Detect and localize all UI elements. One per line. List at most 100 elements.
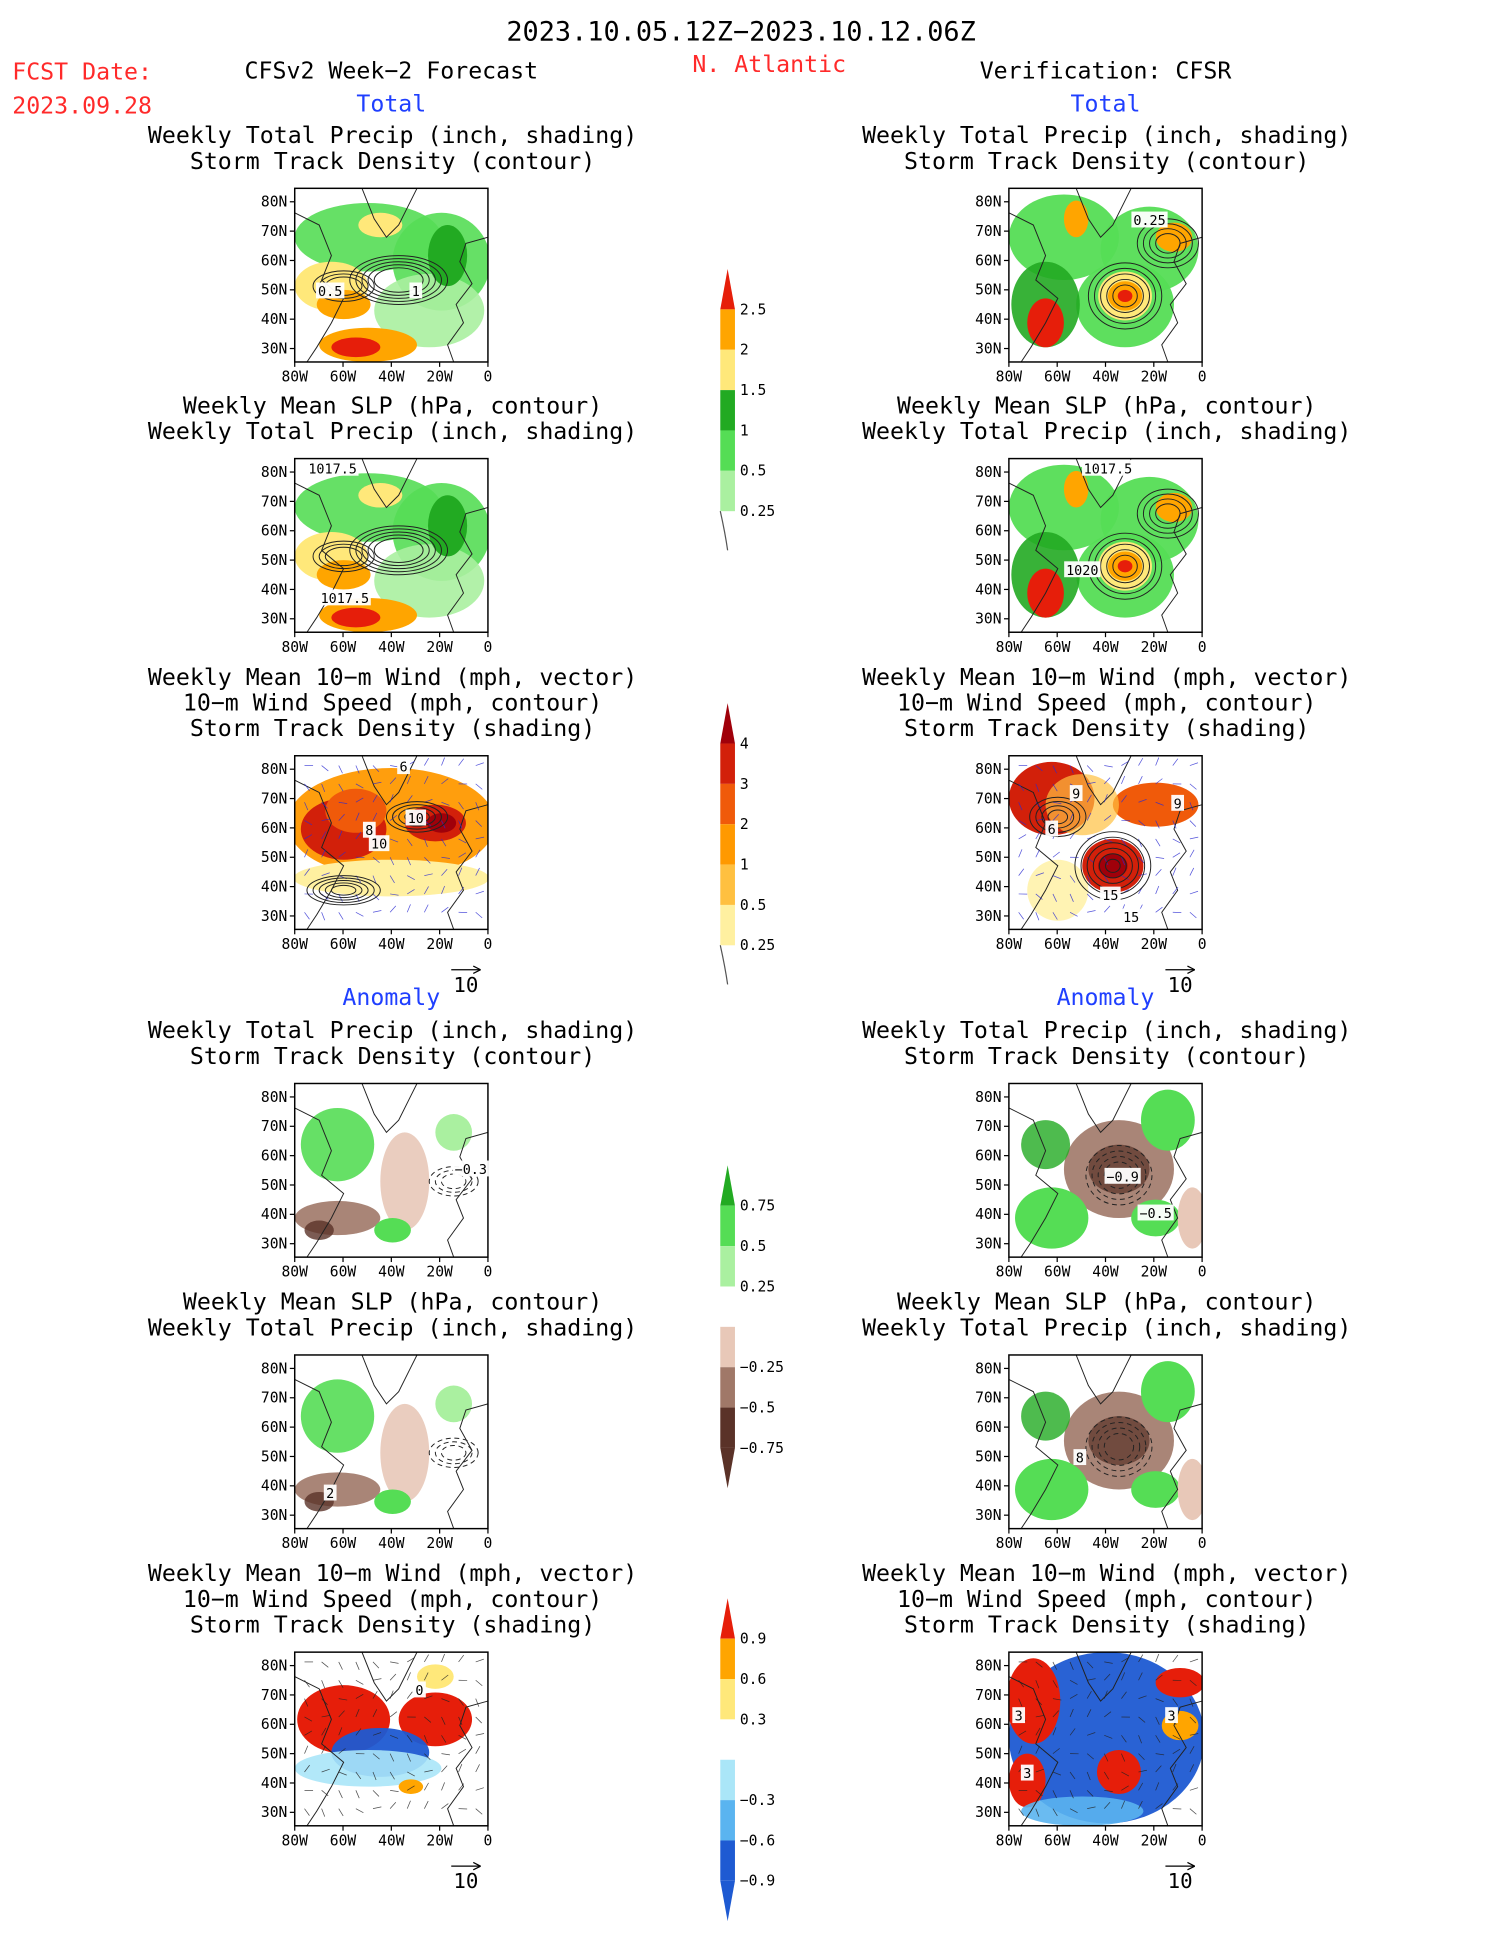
panel-title-line: Weekly Mean SLP (hPa, contour) [183, 1289, 602, 1316]
contour-label: 6 [1048, 823, 1056, 838]
panel-title-line: Weekly Mean 10−m Wind (mph, vector) [148, 1560, 637, 1587]
lon-tick-label: 20W [1141, 639, 1168, 656]
lat-tick-label: 70N [975, 790, 1001, 807]
lat-tick-label: 70N [975, 493, 1001, 510]
lat-tick-label: 60N [975, 820, 1001, 837]
verification-column-title: Verification: CFSR [980, 57, 1232, 84]
contour-label: 0.25 [1133, 214, 1165, 229]
lat-tick-label: 30N [975, 340, 1001, 357]
colorbar-tick-label: 0.5 [740, 463, 766, 480]
map-field [295, 1355, 488, 1529]
colorbar-tick-label: 0.5 [740, 897, 766, 914]
panel-title-line: Weekly Total Precip (inch, shading) [862, 1017, 1351, 1044]
lat-tick-label: 80N [975, 1657, 1001, 1674]
lon-tick-label: 80W [996, 1535, 1023, 1552]
lat-tick-label: 70N [261, 1118, 287, 1135]
lon-tick-label: 40W [378, 936, 405, 953]
lon-tick-label: 20W [426, 1832, 453, 1849]
lat-tick-label: 60N [975, 1716, 1001, 1733]
colorbar-tick-label: 0.25 [740, 503, 775, 520]
colorbar-tick-label: −0.6 [740, 1832, 775, 1849]
lon-tick-label: 60W [330, 1832, 357, 1849]
lat-tick-label: 30N [261, 1804, 287, 1821]
lat-tick-label: 80N [975, 464, 1001, 481]
lat-tick-label: 30N [975, 1804, 1001, 1821]
lon-tick-label: 80W [281, 1832, 308, 1849]
lon-tick-label: 60W [1044, 1535, 1071, 1552]
lon-tick-label: 40W [1092, 1264, 1119, 1281]
colorbar-tick-label: 0.6 [740, 1671, 766, 1688]
lat-tick-label: 70N [975, 1118, 1001, 1135]
map-panel-f-total-wind: Weekly Mean 10−m Wind (mph, vector)10−m … [148, 664, 637, 997]
verification-anomaly-label: Anomaly [1057, 984, 1155, 1011]
contour-label: 9 [1072, 788, 1080, 803]
lat-tick-label: 50N [261, 552, 287, 569]
lat-tick-label: 70N [261, 493, 287, 510]
lat-tick-label: 80N [261, 1089, 287, 1106]
lat-tick-label: 50N [261, 282, 287, 299]
panel-title-line: Storm Track Density (shading) [904, 1612, 1309, 1639]
contour-label: 10 [408, 812, 424, 827]
contour-label: 1 [412, 285, 420, 300]
lat-tick-label: 60N [975, 1419, 1001, 1436]
contour-label: 0 [415, 1684, 423, 1699]
panel-title-line: Storm Track Density (shading) [190, 1612, 595, 1639]
lat-tick-label: 40N [975, 581, 1001, 598]
lon-tick-label: 0 [484, 1832, 493, 1849]
lat-tick-label: 40N [975, 1206, 1001, 1223]
panel-title-line: Weekly Mean 10−m Wind (mph, vector) [862, 1560, 1351, 1587]
lat-tick-label: 40N [261, 311, 287, 328]
map-panel-f-anom-slp: Weekly Mean SLP (hPa, contour)Weekly Tot… [148, 1289, 637, 1552]
fcst-date-value: 2023.09.28 [12, 93, 152, 120]
panel-title-line: Storm Track Density (contour) [904, 1043, 1309, 1070]
lon-tick-label: 40W [1092, 639, 1119, 656]
lon-tick-label: 40W [1092, 936, 1119, 953]
lat-tick-label: 60N [261, 1716, 287, 1733]
lon-tick-label: 40W [378, 1535, 405, 1552]
lat-tick-label: 80N [261, 194, 287, 211]
lat-tick-label: 80N [975, 194, 1001, 211]
colorbar-tick-label: 2 [740, 816, 749, 833]
lon-tick-label: 80W [996, 936, 1023, 953]
lat-tick-label: 60N [261, 820, 287, 837]
lon-tick-label: 60W [1044, 1832, 1071, 1849]
lat-tick-label: 80N [975, 761, 1001, 778]
lon-tick-label: 60W [1044, 369, 1071, 386]
lon-tick-label: 20W [1141, 936, 1168, 953]
lon-tick-label: 20W [1141, 1264, 1168, 1281]
colorbar-tick-label: 0.25 [740, 1278, 775, 1295]
lon-tick-label: 40W [1092, 1535, 1119, 1552]
lat-tick-label: 70N [261, 223, 287, 240]
colorbar-tick-label: 0.25 [740, 937, 775, 954]
lat-tick-label: 30N [975, 908, 1001, 925]
lat-tick-label: 30N [261, 1236, 287, 1253]
lon-tick-label: 20W [426, 369, 453, 386]
lat-tick-label: 80N [261, 761, 287, 778]
forecast-total-label: Total [356, 90, 426, 117]
lon-tick-label: 60W [330, 369, 357, 386]
lon-tick-label: 60W [1044, 639, 1071, 656]
colorbar-tick-label: 0.9 [740, 1631, 766, 1648]
lat-tick-label: 70N [261, 1390, 287, 1407]
colorbar-tick-label: −0.9 [740, 1873, 775, 1890]
lon-tick-label: 20W [426, 1535, 453, 1552]
lat-tick-label: 40N [261, 878, 287, 895]
colorbars: 2.521.510.50.2543210.50.250.750.50.25−0.… [720, 269, 784, 1921]
contour-label: 2 [326, 1487, 334, 1502]
lat-tick-label: 40N [261, 1206, 287, 1223]
panel-title-line: Weekly Total Precip (inch, shading) [148, 122, 637, 149]
lat-tick-label: 50N [975, 1746, 1001, 1763]
lat-tick-label: 50N [261, 1746, 287, 1763]
lat-tick-label: 50N [975, 552, 1001, 569]
panel-title-line: 10−m Wind Speed (mph, contour) [897, 690, 1316, 717]
lon-tick-label: 40W [1092, 1832, 1119, 1849]
contour-label: 1020 [1066, 564, 1098, 579]
colorbar-tick-label: 0.75 [740, 1198, 775, 1215]
lon-tick-label: 80W [281, 936, 308, 953]
lon-tick-label: 0 [484, 1535, 493, 1552]
lat-tick-label: 30N [261, 908, 287, 925]
lat-tick-label: 50N [975, 282, 1001, 299]
date-range-title: 2023.10.05.12Z−2023.10.12.06Z [506, 16, 976, 47]
colorbar-tick-label: 1 [740, 422, 749, 439]
lat-tick-label: 60N [261, 523, 287, 540]
